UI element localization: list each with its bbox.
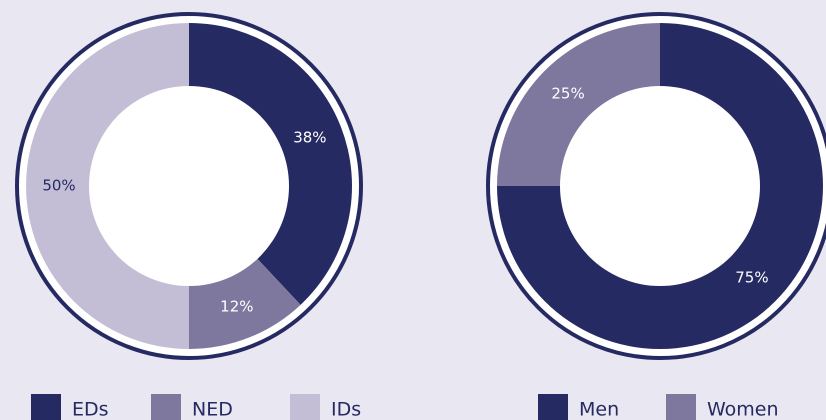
legend-label: EDs — [72, 399, 109, 420]
legend-swatch — [31, 394, 61, 420]
legend-swatch — [151, 394, 181, 420]
legend-swatch — [666, 394, 696, 420]
legend-label: Women — [707, 399, 779, 420]
value-label: 38% — [293, 129, 326, 147]
donut-hole — [560, 86, 760, 286]
value-label: 75% — [735, 268, 768, 286]
legend-label: IDs — [331, 399, 361, 420]
legend-swatch — [538, 394, 568, 420]
donut-hole — [89, 86, 289, 286]
legend-swatch — [290, 394, 320, 420]
value-label: 50% — [42, 177, 75, 195]
value-label: 12% — [220, 297, 253, 315]
legend-label: Men — [579, 399, 619, 420]
legend-label: NED — [192, 399, 233, 420]
value-label: 25% — [551, 85, 584, 103]
